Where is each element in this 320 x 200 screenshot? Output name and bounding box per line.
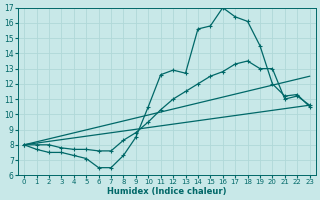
X-axis label: Humidex (Indice chaleur): Humidex (Indice chaleur) [107,187,227,196]
